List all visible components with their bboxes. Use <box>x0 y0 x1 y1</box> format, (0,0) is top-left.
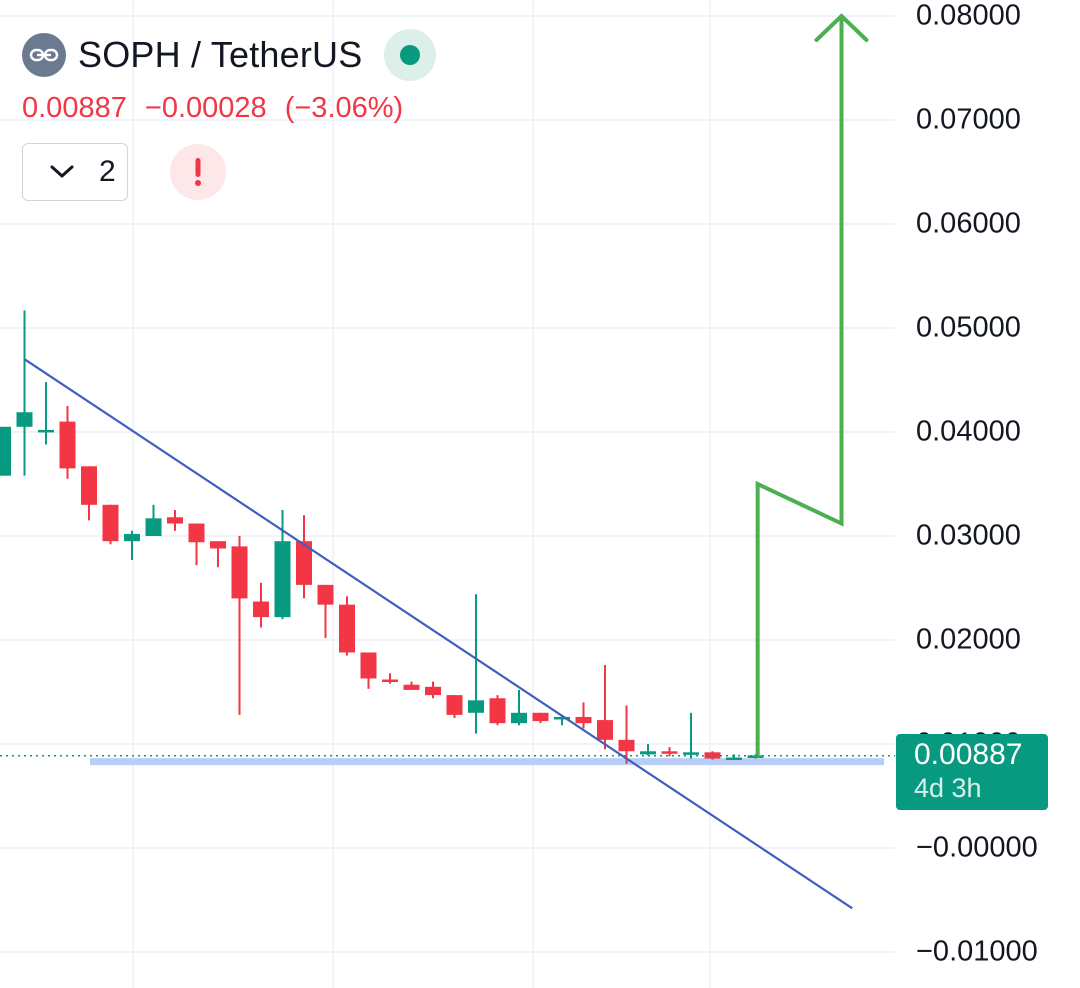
y-tick-label-6: 0.02000 <box>916 623 1021 656</box>
candle-body-25 <box>532 712 549 722</box>
candle-body-11 <box>231 546 248 599</box>
candle-body-4 <box>81 466 97 505</box>
market-status-indicator[interactable] <box>384 29 437 81</box>
y-tick-label-9: −0.01000 <box>916 935 1038 968</box>
candle-body-8 <box>167 517 183 524</box>
candle-body-3 <box>59 421 76 469</box>
candle-body-30 <box>640 751 656 755</box>
candle-body-26 <box>554 716 570 720</box>
symbol-header: SOPH / TetherUS 0.00887 −0.00028 (−3.06%… <box>22 29 437 201</box>
candle-body-6 <box>124 533 140 542</box>
candle-body-31 <box>661 751 678 754</box>
candle-body-20 <box>425 686 441 696</box>
change-absolute: −0.00028 <box>144 92 267 124</box>
candle-body-0 <box>0 426 11 476</box>
error-alert-button[interactable] <box>170 144 226 200</box>
candle-body-2 <box>38 429 54 433</box>
price-change-row: 0.00887 −0.00028 (−3.06%) <box>22 92 436 125</box>
bar-countdown: 4d 3h <box>914 773 982 803</box>
candle-body-5 <box>102 504 119 542</box>
indicators-count: 2 <box>99 155 116 188</box>
chevron-down-icon <box>50 165 74 178</box>
y-tick-label-1: 0.07000 <box>916 103 1021 136</box>
candle-body-9 <box>188 523 205 543</box>
y-tick-label-3: 0.05000 <box>916 311 1021 344</box>
candle-body-18 <box>382 679 398 683</box>
y-tick-label-8: −0.00000 <box>916 831 1038 864</box>
candle-body-10 <box>210 541 226 549</box>
exclamation-icon <box>195 158 201 186</box>
last-price: 0.00887 <box>22 92 127 124</box>
change-percent: (−3.06%) <box>284 92 404 124</box>
candle-body-27 <box>575 716 592 724</box>
trendline <box>23 358 853 910</box>
trendline-drawing[interactable] <box>23 358 853 910</box>
candle-body-21 <box>446 695 463 715</box>
y-tick-label-0: 0.08000 <box>916 0 1021 32</box>
indicators-toggle-button[interactable]: 2 <box>22 143 128 201</box>
candle-body-12 <box>253 601 269 618</box>
last-price-tag-value: 0.00887 <box>914 738 1023 771</box>
candle-body-22 <box>468 700 484 713</box>
candle-body-35 <box>747 755 764 758</box>
candle-body-33 <box>704 752 721 759</box>
candle-body-19 <box>403 684 420 690</box>
candle-body-32 <box>683 752 699 755</box>
y-tick-label-4: 0.04000 <box>916 415 1021 448</box>
candle-body-7 <box>145 518 162 536</box>
soph-logo-icon[interactable] <box>22 33 66 77</box>
candle-body-1 <box>16 412 33 427</box>
candle-body-34 <box>726 757 742 761</box>
y-tick-label-2: 0.06000 <box>916 207 1021 240</box>
last-price-tag: 0.00887 4d 3h <box>896 734 1048 810</box>
candle-body-15 <box>317 584 334 605</box>
candlestick-series <box>0 310 764 764</box>
candle-body-24 <box>511 712 527 724</box>
candle-body-28 <box>597 720 613 740</box>
candle-body-14 <box>296 541 312 585</box>
market-open-dot-icon <box>400 45 421 65</box>
candle-body-29 <box>618 739 635 752</box>
projection-arrowhead <box>814 13 869 42</box>
candle-body-17 <box>360 652 377 679</box>
projection-path <box>755 16 844 758</box>
pair-title[interactable]: SOPH / TetherUS <box>78 34 363 75</box>
candle-body-23 <box>489 698 506 724</box>
candle-body-16 <box>339 604 355 653</box>
y-tick-label-5: 0.03000 <box>916 519 1021 552</box>
candle-body-13 <box>274 541 291 618</box>
projection-arrow-drawing[interactable] <box>755 13 869 758</box>
